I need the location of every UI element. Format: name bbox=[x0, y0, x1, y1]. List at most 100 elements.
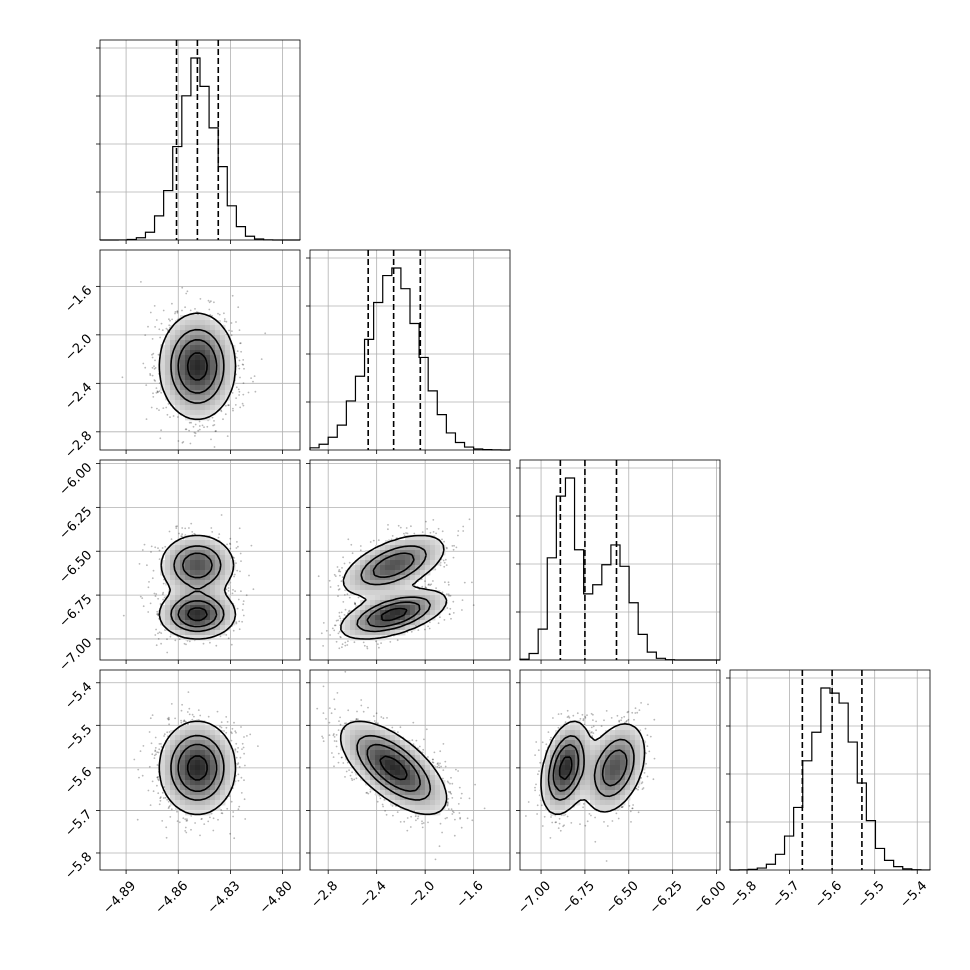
density-cell bbox=[395, 560, 401, 566]
scatter-point bbox=[155, 319, 158, 321]
density-cell bbox=[190, 630, 196, 636]
density-cell bbox=[350, 565, 356, 571]
density-cell bbox=[205, 615, 211, 621]
density-cell bbox=[210, 585, 216, 591]
density-cell bbox=[220, 590, 226, 596]
scatter-point bbox=[399, 526, 402, 529]
scatter-point bbox=[339, 617, 342, 620]
density-cell bbox=[185, 615, 191, 621]
scatter-point bbox=[406, 532, 409, 535]
scatter-point bbox=[185, 428, 188, 431]
density-cell bbox=[180, 545, 186, 551]
scatter-point bbox=[155, 628, 158, 631]
scatter-point bbox=[235, 397, 238, 399]
density-cell bbox=[220, 390, 226, 396]
density-cell bbox=[170, 365, 176, 371]
scatter-point bbox=[339, 574, 341, 577]
density-cell bbox=[205, 535, 211, 541]
density-cell bbox=[210, 375, 216, 381]
scatter-point bbox=[340, 611, 343, 614]
scatter-point bbox=[213, 420, 215, 422]
density-cell bbox=[395, 550, 401, 556]
scatter-point bbox=[428, 583, 430, 586]
scatter-point bbox=[452, 556, 455, 559]
density-cell bbox=[435, 540, 441, 546]
density-cell bbox=[185, 390, 191, 396]
density-cell bbox=[170, 600, 176, 606]
scatter-point bbox=[235, 547, 238, 549]
density-cell bbox=[180, 605, 186, 611]
density-cell bbox=[170, 575, 176, 581]
scatter-point bbox=[239, 552, 242, 555]
density-cell bbox=[370, 570, 376, 576]
density-cell bbox=[360, 575, 366, 581]
density-cell bbox=[190, 385, 196, 391]
scatter-point bbox=[213, 446, 216, 448]
scatter-point bbox=[156, 610, 159, 613]
density-cell bbox=[215, 630, 221, 636]
density-cell bbox=[360, 565, 366, 571]
density-cell bbox=[415, 540, 421, 546]
density-cell bbox=[200, 625, 206, 631]
scatter-point bbox=[410, 630, 413, 633]
density-cell bbox=[200, 620, 206, 626]
scatter-point bbox=[452, 612, 455, 614]
density-cell bbox=[160, 365, 166, 371]
density-cell bbox=[210, 560, 216, 566]
density-cell bbox=[195, 340, 201, 346]
scatter-point bbox=[446, 607, 449, 609]
scatter-point bbox=[207, 299, 210, 302]
scatter-point bbox=[160, 391, 163, 394]
scatter-point bbox=[357, 596, 360, 599]
scatter-point bbox=[181, 309, 183, 312]
density-cell bbox=[220, 330, 226, 336]
scatter-point bbox=[122, 614, 125, 617]
scatter-point bbox=[157, 638, 160, 640]
density-cell bbox=[210, 550, 216, 556]
scatter-point bbox=[237, 598, 240, 601]
scatter-point bbox=[443, 619, 446, 621]
scatter-point bbox=[350, 543, 353, 546]
scatter-point bbox=[447, 583, 450, 586]
scatter-point bbox=[149, 602, 152, 605]
scatter-point bbox=[391, 535, 394, 537]
density-cell bbox=[200, 395, 206, 401]
scatter-point bbox=[202, 642, 205, 645]
density-cell bbox=[165, 345, 171, 351]
density-cell bbox=[215, 625, 221, 631]
density-cell bbox=[205, 595, 211, 601]
scatter-point bbox=[236, 607, 239, 610]
density-cell bbox=[220, 600, 226, 606]
density-cell bbox=[200, 320, 206, 326]
density-cell bbox=[180, 555, 186, 561]
density-cell bbox=[415, 535, 421, 541]
scatter-point bbox=[462, 525, 465, 528]
density-cell bbox=[215, 555, 221, 561]
histogram-panel-4 bbox=[726, 669, 931, 874]
density-cell bbox=[165, 620, 171, 626]
density-cell bbox=[180, 350, 186, 356]
density-cell bbox=[400, 560, 406, 566]
density-cell bbox=[195, 345, 201, 351]
density-cell bbox=[190, 600, 196, 606]
scatter-point bbox=[230, 334, 233, 337]
density-cell bbox=[215, 380, 221, 386]
density-cell bbox=[205, 355, 211, 361]
scatter-point bbox=[152, 569, 155, 572]
density-cell bbox=[195, 625, 201, 631]
density-cell bbox=[215, 550, 221, 556]
density-cell bbox=[225, 375, 231, 381]
density-cell bbox=[195, 545, 201, 551]
2d-panel-3-2 bbox=[306, 459, 511, 664]
scatter-point bbox=[468, 518, 471, 521]
scatter-point bbox=[169, 635, 172, 638]
density-cell bbox=[195, 415, 201, 421]
scatter-point bbox=[351, 552, 354, 555]
density-cell bbox=[190, 535, 196, 541]
scatter-point bbox=[235, 356, 238, 359]
density-cell bbox=[375, 550, 381, 556]
scatter-point bbox=[224, 413, 227, 416]
scatter-point bbox=[156, 407, 158, 410]
density-cell bbox=[205, 350, 211, 356]
density-cell bbox=[175, 620, 181, 626]
